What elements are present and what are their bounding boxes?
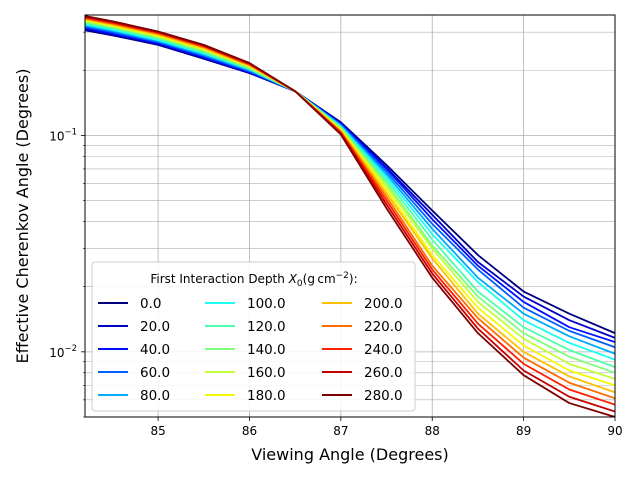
- legend-label: 20.0: [140, 319, 170, 335]
- y-tick-exponent: −1: [64, 127, 77, 137]
- plot-lines: [85, 15, 615, 417]
- legend-label: 200.0: [364, 296, 403, 312]
- legend-entries: 0.0 20.0 40.0 60.0 80.0 100.0 120.0 140.0 160.0 1…: [98, 296, 403, 404]
- x-tick-label: 86: [242, 424, 257, 438]
- legend-label: 180.0: [247, 388, 286, 404]
- legend-title-end: ):: [349, 272, 358, 286]
- x-axis-label: Viewing Angle (Degrees): [251, 445, 448, 464]
- series-line-280.0: [85, 15, 615, 417]
- legend-label: 100.0: [247, 296, 286, 312]
- legend-label: 40.0: [140, 342, 170, 358]
- legend-title-symbol: X: [288, 272, 298, 286]
- legend-label: 80.0: [140, 388, 170, 404]
- legend-title-main: First Interaction Depth: [150, 272, 288, 286]
- legend-box: [91, 261, 416, 412]
- legend-title-unit: (g cm: [303, 272, 336, 286]
- legend-label: 60.0: [140, 365, 170, 381]
- legend-item: 280.0: [322, 388, 403, 404]
- legend-item: 120.0: [205, 319, 286, 335]
- legend-label: 260.0: [364, 365, 403, 381]
- plot-frame: [84, 14, 616, 418]
- x-tick-label: 85: [150, 424, 165, 438]
- legend-label: 280.0: [364, 388, 403, 404]
- legend-label: 160.0: [247, 365, 286, 381]
- legend-title: First Interaction Depth X0(g cm−2):: [150, 271, 357, 289]
- y-tick-base: 10: [49, 129, 64, 143]
- legend-item: 100.0: [205, 296, 286, 312]
- legend-item: 260.0: [322, 365, 403, 381]
- legend-title-exponent: −2: [336, 271, 349, 281]
- x-tick-label: 87: [333, 424, 348, 438]
- legend-label: 120.0: [247, 319, 286, 335]
- x-tick-label: 89: [516, 424, 531, 438]
- legend-label: 240.0: [364, 342, 403, 358]
- legend-item: 40.0: [98, 342, 170, 358]
- y-tick-exponent: −2: [64, 344, 77, 354]
- legend-item: 140.0: [205, 342, 286, 358]
- y-tick-label: 10−2: [49, 344, 77, 360]
- y-tick-label: 10−1: [49, 127, 77, 143]
- legend-item: 60.0: [98, 365, 170, 381]
- legend-item: 180.0: [205, 388, 286, 404]
- legend-item: 80.0: [98, 388, 170, 404]
- x-tick-label: 88: [425, 424, 440, 438]
- y-tick-base: 10: [49, 346, 64, 360]
- legend-label: 0.0: [140, 296, 161, 312]
- x-tick-label: 90: [607, 424, 622, 438]
- legend: First Interaction Depth X0(g cm−2): 0.0 2…: [91, 261, 416, 412]
- y-axis-label: Effective Cherenkov Angle (Degrees): [13, 69, 32, 364]
- legend-label: 220.0: [364, 319, 403, 335]
- legend-item: 240.0: [322, 342, 403, 358]
- legend-title-subscript: 0: [297, 279, 303, 289]
- legend-item: 220.0: [322, 319, 403, 335]
- legend-item: 0.0: [98, 296, 161, 312]
- legend-item: 200.0: [322, 296, 403, 312]
- legend-item: 20.0: [98, 319, 170, 335]
- legend-item: 160.0: [205, 365, 286, 381]
- legend-label: 140.0: [247, 342, 286, 358]
